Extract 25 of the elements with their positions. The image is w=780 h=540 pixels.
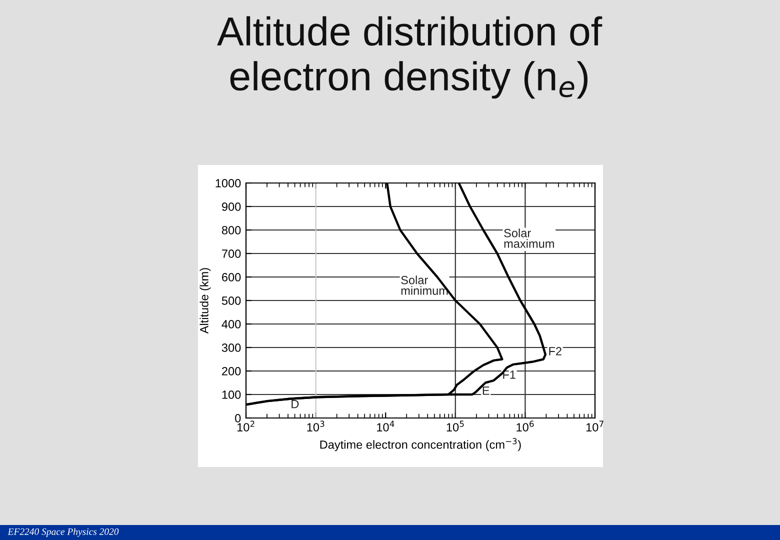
x-tick-label: 10$^{6}$	[516, 420, 534, 432]
chart-title: Altitude distribution of electron density (n$_{e}$)	[217, 16, 602, 99]
y-tick-label: 300	[222, 344, 241, 352]
x-axis-title: Daytime electron concentration (cm$^{−3}$)	[320, 438, 521, 452]
annotation: E	[482, 386, 490, 395]
annotation: Solar maximum	[504, 228, 554, 248]
y-tick-label: 1000	[216, 179, 241, 188]
y-tick-label: 100	[222, 390, 241, 399]
y-tick-label: 900	[222, 202, 241, 211]
y-tick-label: 500	[222, 296, 241, 305]
y-axis-title: Altitude (km)	[200, 268, 211, 334]
text: EF2240 Space Physics 2020	[8, 528, 119, 537]
x-tick-label: 10$^{3}$	[307, 420, 324, 432]
y-tick-label: 200	[222, 367, 241, 376]
y-tick-label: 600	[222, 273, 241, 282]
x-tick-label: 10$^{4}$	[377, 420, 394, 432]
annotation: F2	[549, 347, 562, 356]
annotation: Solar minimum	[401, 276, 448, 295]
y-tick-label: 700	[222, 250, 241, 258]
y-tick-label: 400	[222, 320, 241, 328]
x-tick-label: 10$^{5}$	[446, 420, 464, 432]
y-tick-label: 800	[222, 226, 241, 234]
y-tick-label: 0	[235, 414, 241, 422]
x-tick-label: 10$^{7}$	[586, 420, 604, 432]
annotation: D	[292, 400, 299, 408]
